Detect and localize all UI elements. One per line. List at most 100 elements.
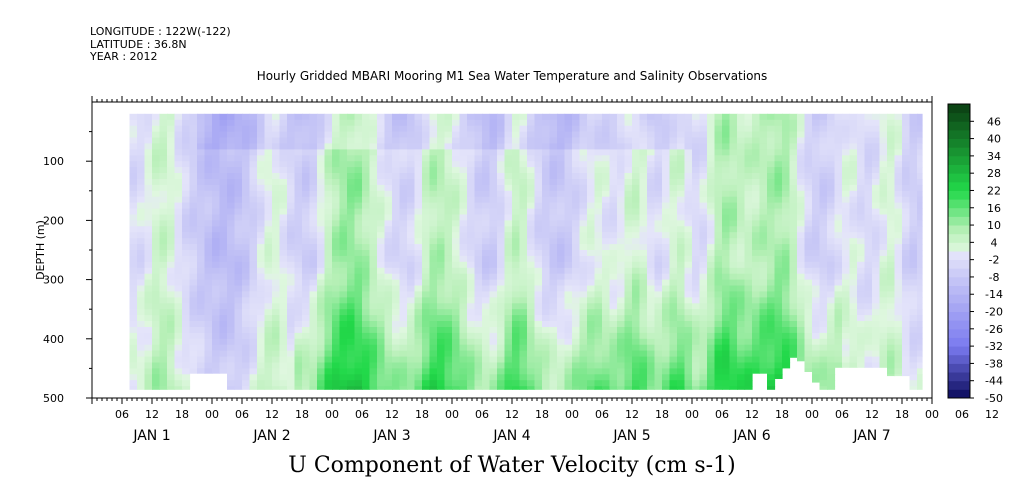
heat-cell [564,220,573,227]
heat-cell [234,244,243,251]
heat-cell [579,386,588,390]
heat-cell [354,368,363,375]
heat-cell [909,380,918,387]
heat-cell [752,155,761,162]
heat-cell [887,161,896,168]
heat-cell [272,350,281,358]
heat-cell [557,149,566,156]
heat-cell [489,321,498,328]
heat-cell [804,244,813,251]
heat-cell [654,143,663,150]
heat-cell [399,167,408,174]
heat-cell [654,291,663,298]
heat-cell [842,344,851,352]
heat-cell [587,167,596,174]
heat-cell [587,143,596,150]
heat-cell [872,321,881,328]
heat-cell [317,226,326,233]
heat-cell [752,267,761,275]
heat-cell [879,202,888,210]
heat-cell [294,232,303,239]
heat-cell [279,291,288,298]
heat-cell [879,303,888,310]
heat-cell [519,386,528,390]
heat-cell [662,167,671,174]
heat-cell [902,309,911,316]
heat-cell [587,155,596,162]
heat-cell [324,261,333,269]
heat-cell [189,279,198,287]
heat-cell [534,297,543,304]
heat-cell [212,255,221,263]
heat-cell [167,226,176,233]
heat-cell [909,315,918,322]
heat-cell [369,208,378,216]
heat-cell [294,184,303,192]
heat-cell [272,173,281,180]
heat-cell [789,303,798,310]
heat-cell [339,315,348,322]
heat-cell [827,125,836,133]
heat-cell [917,119,923,127]
heat-cell [137,386,146,390]
heat-cell [212,250,221,257]
heat-cell [887,125,896,133]
heat-cell [534,179,543,186]
heat-cell [287,321,296,328]
heat-cell [324,190,333,198]
heat-cell [272,167,281,174]
heat-cell [294,321,303,328]
heat-cell [137,321,146,328]
heat-cell [137,184,146,192]
heat-cell [504,167,513,174]
heat-cell [804,303,813,310]
heat-cell [437,374,446,381]
heat-cell [759,279,768,287]
heat-cell [692,131,701,139]
heat-cell [279,338,288,346]
heat-cell [774,179,783,186]
heat-cell [324,368,333,375]
heat-cell [789,291,798,298]
heat-cell [722,255,731,263]
heat-cell [197,238,206,245]
heat-cell [159,356,168,364]
heat-cell [504,190,513,198]
heat-cell [819,285,828,292]
heat-cell [497,161,506,168]
latitude-label: LATITUDE : 36.8N [90,38,187,51]
heat-cell [317,344,326,352]
heat-cell [324,338,333,346]
heat-cell [684,167,693,174]
heat-cell [174,315,183,322]
heat-cell [302,303,311,310]
heat-cell [654,315,663,322]
heat-cell [474,344,483,352]
heat-cell [377,356,386,364]
heat-cell [444,327,453,334]
heat-cell [677,202,686,210]
heat-cell [144,267,153,275]
heat-cell [527,315,536,322]
heat-cell [129,297,138,304]
heat-cell [527,338,536,346]
heat-cell [249,350,258,358]
heat-cell [752,137,761,144]
heat-cell [759,344,768,352]
heat-cell [309,315,318,322]
heat-cell [279,137,288,144]
heat-cell [617,137,626,144]
heat-cell [294,309,303,316]
heat-cell [317,149,326,156]
heat-cell [137,362,146,369]
heat-cell [452,386,461,390]
heat-cell [602,356,611,364]
heat-cell [594,327,603,334]
heat-cell [917,214,923,221]
heat-cell [677,362,686,369]
heat-cell [384,238,393,245]
heat-cell [459,380,468,387]
heat-cell [324,173,333,180]
heat-cell [617,196,626,204]
heat-cell [182,161,191,168]
